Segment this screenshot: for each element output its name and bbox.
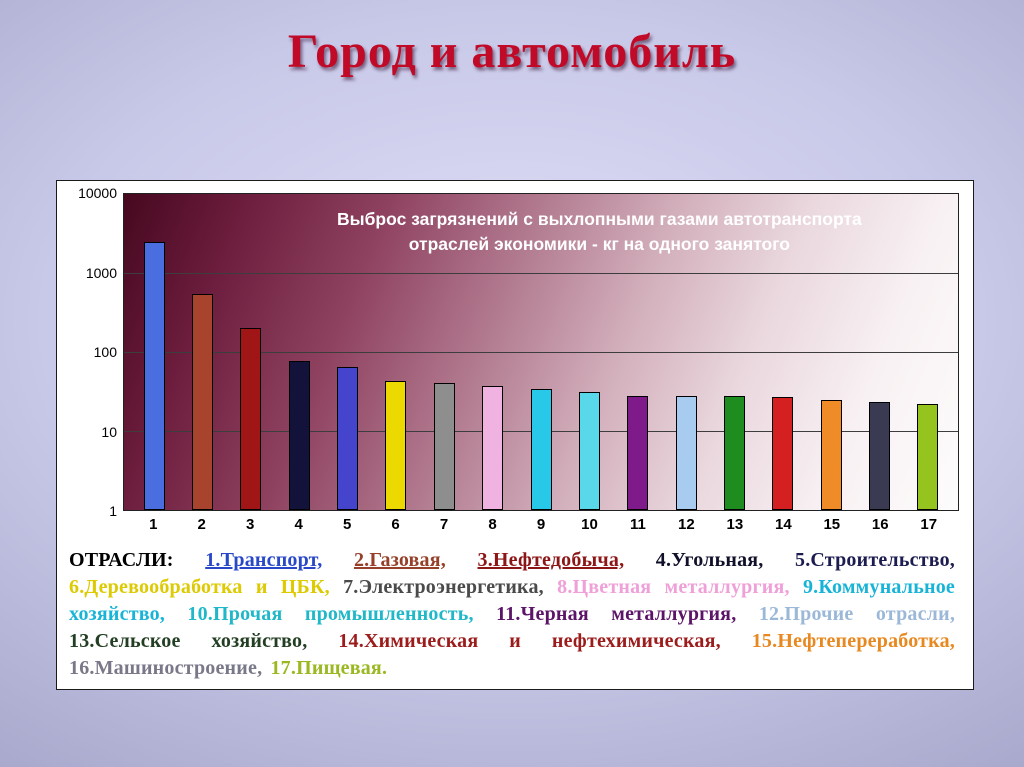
y-tick-label: 10000 xyxy=(78,185,117,201)
slide-title: Город и автомобиль xyxy=(287,25,737,78)
bar-6 xyxy=(385,380,407,510)
bar-14 xyxy=(772,396,794,510)
x-tick-label: 7 xyxy=(439,515,449,533)
x-tick-label: 8 xyxy=(488,515,497,533)
y-axis: 10000 1000 100 10 1 xyxy=(65,185,123,519)
legend-item: 6.Деревообработка и ЦБК, xyxy=(69,576,330,598)
y-tick-label: 1 xyxy=(109,503,117,519)
bar-slot xyxy=(517,194,565,510)
legend-item: 14.Химическая и нефтехимическая, xyxy=(338,630,721,652)
bars-container xyxy=(124,194,958,510)
bar-slot xyxy=(710,194,758,510)
bar-slot xyxy=(662,194,710,510)
bar-7 xyxy=(433,383,455,510)
legend-item: 7.Электроэнергетика, xyxy=(343,576,544,598)
legend-item: 1.Транспорт, xyxy=(205,549,323,571)
bar-slot xyxy=(275,194,323,510)
legend-item: 11.Черная металлургия, xyxy=(496,603,737,625)
legend-item: 2.Газовая, xyxy=(353,549,446,571)
bar-16 xyxy=(869,402,891,510)
x-tick-label: 12 xyxy=(678,515,695,533)
bar-slot xyxy=(227,194,275,510)
x-tick-label: 16 xyxy=(871,515,889,533)
x-tick-label: 5 xyxy=(342,515,352,533)
x-tick-label: 15 xyxy=(823,515,841,533)
bar-slot xyxy=(759,194,807,510)
legend-item: 10.Прочая промышленность, xyxy=(187,603,474,625)
legend-item: 12.Прочие отрасли, xyxy=(758,603,956,625)
gridline xyxy=(124,273,958,274)
x-tick-label: 11 xyxy=(629,515,646,533)
legend-item: 15.Нефтепереработка, xyxy=(751,630,955,652)
bar-slot xyxy=(807,194,855,510)
x-tick-label: 3 xyxy=(246,515,255,533)
x-tick-label: 9 xyxy=(536,515,546,533)
chart-title: Выброс загрязнений с выхлопными газами а… xyxy=(337,209,862,254)
gridline xyxy=(124,352,958,353)
legend-item: 13.Сельское хозяйство, xyxy=(69,630,308,652)
bar-2 xyxy=(192,293,214,510)
legend-title: ОТРАСЛИ: xyxy=(69,549,206,571)
chart-panel: 10000 1000 100 10 1 Выброс загрязнений с вых… xyxy=(56,180,974,690)
legend-item: 16.Машиностроение, xyxy=(69,657,263,679)
x-tick-label: 13 xyxy=(726,515,744,533)
bar-12 xyxy=(675,395,697,510)
legend: ОТРАСЛИ: 1.Транспорт, 2.Газовая, 3.Нефте… xyxy=(69,547,955,682)
bar-slot xyxy=(420,194,468,510)
legend-item: 5.Строительство, xyxy=(795,549,955,571)
bar-slot xyxy=(323,194,371,510)
x-tick-label: 4 xyxy=(294,515,303,533)
legend-item: 17.Пищевая. xyxy=(270,657,388,679)
bar-1 xyxy=(143,241,165,510)
plot-area: Выброс загрязнений с выхлопными газами а… xyxy=(123,193,959,511)
x-tick-label: 17 xyxy=(920,515,938,533)
x-tick-label: 10 xyxy=(581,515,598,533)
legend-item: 8.Цветная металлургия, xyxy=(557,576,790,598)
x-tick-label: 14 xyxy=(774,515,792,533)
bar-8 xyxy=(482,386,504,510)
bar-5 xyxy=(337,366,359,510)
legend-item: 9.Коммунальное хозяйство, xyxy=(69,576,956,625)
bar-slot xyxy=(904,194,952,510)
bar-slot xyxy=(130,194,178,510)
bar-4 xyxy=(288,360,310,510)
bar-15 xyxy=(820,399,842,510)
plot-column: Выброс загрязнений с выхлопными газами а… xyxy=(123,193,959,537)
bar-9 xyxy=(530,389,552,510)
y-tick-label: 1000 xyxy=(85,264,117,281)
x-tick-label: 1 xyxy=(149,515,158,533)
bar-slot xyxy=(855,194,903,510)
bar-13 xyxy=(723,395,745,510)
chart: 10000 1000 100 10 1 Выброс загрязнений с вых… xyxy=(65,185,959,537)
y-tick-label: 10 xyxy=(101,423,117,440)
x-tick-label: 2 xyxy=(197,515,206,533)
bar-10 xyxy=(578,392,600,510)
y-tick-label: 100 xyxy=(93,344,117,360)
legend-item: 4.Угольная, xyxy=(655,549,764,571)
bar-11 xyxy=(627,395,649,510)
legend-item: 3.Нефтедобыча, xyxy=(477,549,625,571)
bar-17 xyxy=(917,403,939,510)
bar-slot xyxy=(565,194,613,510)
bar-3 xyxy=(240,328,262,510)
x-tick-label: 6 xyxy=(391,515,400,533)
x-axis: 1 2 3 4 5 6 7 8 9 10 11 12 13 14 15 16 17 xyxy=(123,511,959,537)
bar-slot xyxy=(469,194,517,510)
bar-slot xyxy=(614,194,662,510)
bar-slot xyxy=(372,194,420,510)
bar-slot xyxy=(178,194,226,510)
